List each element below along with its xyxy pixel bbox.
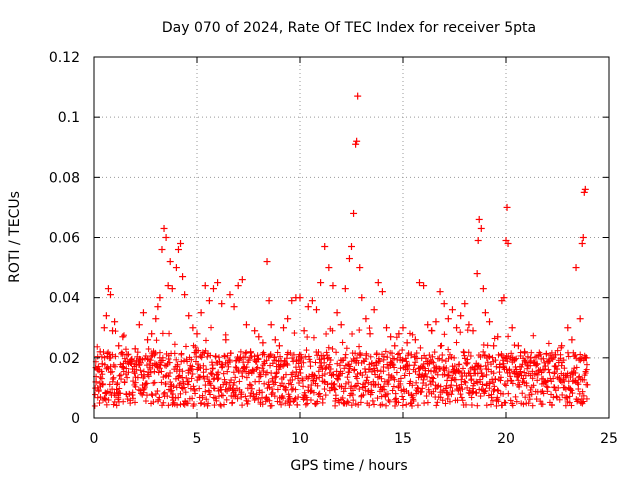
chart-background [0,0,640,480]
